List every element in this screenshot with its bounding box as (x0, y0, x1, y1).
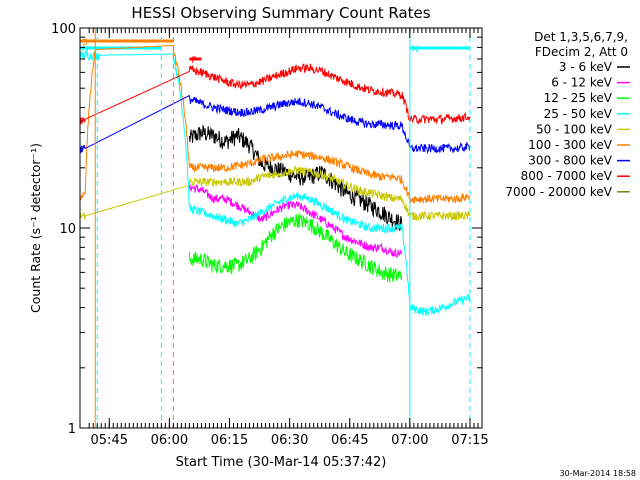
legend-header-line-1: Det 1,3,5,6,7,9, (534, 30, 628, 44)
legend-header-line-2: FDecim 2, Att 0 (535, 45, 628, 59)
series-line-6 (79, 94, 471, 155)
legend: Det 1,3,5,6,7,9, FDecim 2, Att 0 3 - 6 k… (505, 30, 630, 199)
legend-label: 800 - 7000 keV (521, 169, 613, 183)
legend-label: 3 - 6 keV (559, 60, 613, 74)
footer-timestamp: 30-Mar-2014 18:58 (560, 469, 637, 478)
y-tick-label: 10 (59, 222, 76, 237)
x-tick-label: 06:45 (331, 433, 368, 448)
legend-label: 7000 - 20000 keV (505, 185, 612, 199)
series-group (79, 44, 471, 317)
y-tick-label: 1 (68, 422, 76, 437)
series-line-4 (79, 164, 471, 222)
x-tick-label: 06:15 (211, 433, 248, 448)
x-tick-label: 06:30 (271, 433, 308, 448)
x-tick-label: 06:00 (151, 433, 188, 448)
legend-label: 300 - 800 keV (528, 154, 612, 168)
legend-label: 12 - 25 keV (544, 91, 613, 105)
legend-label: 6 - 12 keV (551, 76, 613, 90)
x-axis-label: Start Time (30-Mar-14 05:37:42) (176, 455, 387, 470)
chart-title: HESSI Observing Summary Count Rates (131, 4, 430, 22)
x-tick-label: 07:15 (451, 433, 488, 448)
flag-label: F (191, 56, 196, 66)
series-line-1 (188, 183, 403, 259)
y-axis-label: Count Rate (s⁻¹ detector⁻¹) (28, 143, 43, 313)
series-line-2 (188, 213, 403, 283)
vertical-markers-group (94, 28, 471, 428)
series-line-5 (79, 44, 471, 204)
series-line-7 (79, 63, 471, 125)
x-tick-label: 05:45 (91, 433, 128, 448)
flag-label: N (412, 45, 419, 55)
legend-label: 50 - 100 keV (536, 122, 613, 136)
x-tick-label: 07:00 (391, 433, 428, 448)
series-line-0 (188, 124, 403, 231)
legend-label: 25 - 50 keV (544, 107, 613, 121)
axes-group: 05:45 06:00 06:15 06:30 06:45 07:00 07:15 1 10 10… (51, 22, 489, 448)
series-line-3 (79, 50, 471, 317)
flag-label: N (82, 45, 89, 55)
legend-label: 100 - 300 keV (528, 138, 612, 152)
y-tick-label: 100 (51, 22, 76, 37)
flag-label: S (82, 38, 88, 48)
